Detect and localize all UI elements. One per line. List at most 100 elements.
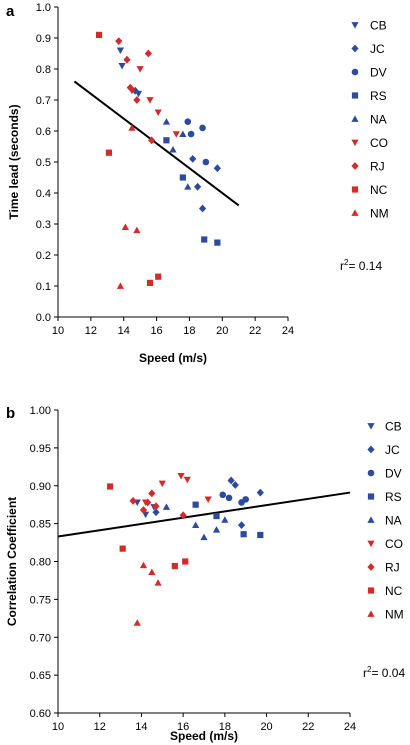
- legend-marker-cb: [351, 22, 359, 29]
- y-tick-label: 0.2: [36, 250, 51, 262]
- data-point-rj: [148, 489, 156, 498]
- data-point-dv: [187, 130, 195, 138]
- x-tick-label: 18: [183, 325, 195, 337]
- panel-label: b: [6, 405, 15, 422]
- x-tick-label: 24: [344, 721, 356, 733]
- data-point-rj: [144, 498, 152, 507]
- data-point-rj: [144, 49, 152, 58]
- legend-label-dv: DV: [385, 467, 402, 481]
- x-tick-label: 14: [135, 721, 147, 733]
- regression-line: [57, 491, 351, 538]
- series-jc: [152, 476, 264, 530]
- data-point-nm: [148, 568, 156, 575]
- data-point-rs: [257, 531, 264, 539]
- data-point-co: [177, 473, 185, 480]
- y-tick-label: 0.75: [30, 594, 51, 606]
- data-point-co: [136, 66, 144, 73]
- legend-marker-co: [367, 540, 375, 548]
- legend-label-dv: DV: [370, 66, 387, 80]
- legend-label-nc: NC: [385, 584, 403, 598]
- y-tick-label: 0.1: [36, 281, 51, 293]
- data-point-nm: [154, 579, 162, 586]
- data-point-na: [200, 533, 208, 541]
- data-point-nc: [155, 273, 162, 280]
- legend-label-rj: RJ: [370, 160, 385, 174]
- legend-marker-rs: [351, 92, 359, 99]
- data-point-rj: [115, 37, 123, 45]
- y-axis-label: Time lead (seconds): [7, 104, 21, 219]
- series-dv: [219, 491, 250, 506]
- legend-label-na: NA: [370, 113, 387, 127]
- y-tick-label: 0.65: [30, 670, 51, 682]
- legend-label-co: CO: [385, 537, 403, 551]
- data-point-dv: [184, 118, 192, 125]
- data-point-co: [154, 109, 162, 116]
- data-point-co: [204, 496, 212, 503]
- y-tick-label: 1.0: [36, 2, 51, 14]
- series-nc: [107, 483, 189, 570]
- x-tick-label: 22: [249, 325, 261, 337]
- data-point-rs: [163, 137, 170, 144]
- x-tick-label: 22: [302, 721, 314, 733]
- data-point-nc: [171, 562, 178, 570]
- data-point-jc: [213, 164, 221, 173]
- data-point-rj: [148, 136, 156, 145]
- data-point-na: [184, 183, 192, 190]
- data-point-jc: [189, 155, 197, 163]
- data-point-nc: [95, 31, 103, 38]
- data-point-cb: [116, 47, 125, 54]
- x-tick-label: 24: [282, 325, 294, 337]
- data-point-nm: [133, 226, 141, 234]
- data-point-cb: [118, 63, 126, 70]
- x-tick-label: 14: [118, 325, 130, 337]
- data-point-rs: [214, 239, 221, 246]
- data-point-co: [183, 476, 191, 484]
- data-point-rs: [213, 512, 220, 520]
- series-dv: [184, 118, 210, 166]
- data-point-nm: [116, 282, 125, 289]
- data-point-rj: [129, 497, 137, 505]
- y-tick-label: 0.5: [36, 157, 51, 169]
- data-point-dv: [225, 494, 233, 502]
- y-tick-label: 0.6: [36, 126, 51, 138]
- y-tick-label: 0.90: [30, 481, 51, 493]
- data-point-jc: [152, 508, 160, 517]
- x-tick-label: 10: [52, 325, 64, 337]
- legend-marker-rs: [367, 493, 375, 500]
- legend: CB JC DV RS NA CO RJ NC NM: [351, 19, 389, 221]
- x-tick-label: 16: [177, 721, 189, 733]
- legend-label-rj: RJ: [385, 561, 400, 575]
- data-point-co: [172, 131, 180, 138]
- data-point-dv: [202, 158, 210, 166]
- data-point-nm: [133, 619, 141, 626]
- series-rs: [192, 501, 264, 539]
- y-tick-label: 0.7: [36, 95, 51, 107]
- legend-label-cb: CB: [370, 19, 387, 33]
- legend-marker-rj: [351, 162, 359, 170]
- data-point-dv: [219, 491, 227, 499]
- data-point-rj: [139, 506, 148, 514]
- legend-marker-cb: [367, 423, 375, 430]
- data-point-rj: [133, 96, 141, 104]
- x-tick-label: 20: [260, 721, 272, 733]
- y-tick-label: 0.60: [30, 708, 51, 720]
- data-point-nc: [182, 558, 189, 565]
- legend-label-rs: RS: [385, 490, 402, 504]
- y-tick-label: 1.00: [30, 405, 51, 417]
- data-point-na: [179, 130, 187, 137]
- data-point-rj: [126, 83, 134, 92]
- x-tick-label: 10: [52, 721, 64, 733]
- data-point-nc: [105, 149, 113, 156]
- x-tick-label: 16: [150, 325, 162, 337]
- data-point-na: [221, 516, 229, 523]
- x-tick-label: 20: [216, 325, 228, 337]
- data-point-rs: [240, 531, 247, 538]
- legend-label-nm: NM: [385, 608, 404, 622]
- data-point-dv: [242, 496, 250, 503]
- legend-marker-nc: [351, 186, 359, 193]
- series-na: [162, 503, 229, 541]
- y-tick-label: 0.95: [30, 443, 51, 455]
- x-tick-label: 18: [219, 721, 231, 733]
- data-point-rs: [192, 501, 199, 508]
